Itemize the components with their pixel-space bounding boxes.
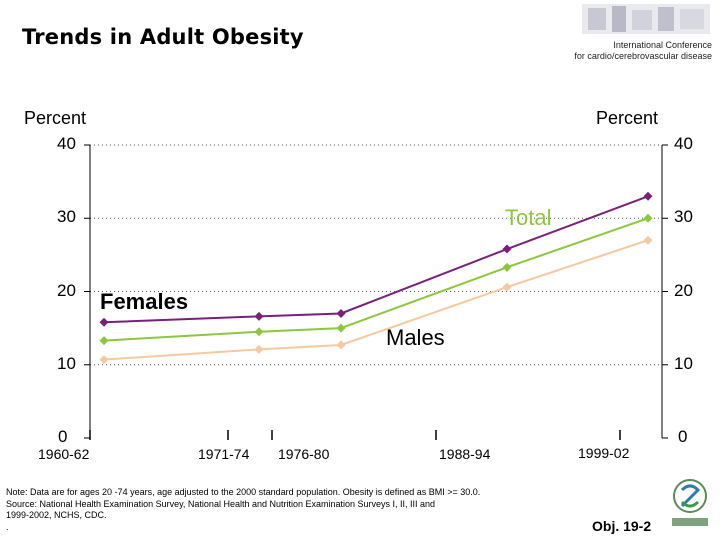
footnote: Note: Data are for ages 20 -74 years, ag… <box>6 487 606 533</box>
x-category-3: 1976-80 <box>278 446 330 462</box>
point-total-4 <box>502 262 512 272</box>
conference-logo-icon <box>582 4 710 34</box>
kcdc-logo-icon <box>672 479 708 526</box>
point-females-3 <box>336 308 346 318</box>
point-males-1 <box>99 355 109 365</box>
point-males-4 <box>502 282 512 292</box>
point-total-2 <box>254 327 264 337</box>
chart-axes <box>84 144 668 440</box>
point-males-2 <box>254 344 264 354</box>
series-line-total <box>103 217 649 342</box>
conference-line-2: for cardio/cerebrovascular disease <box>574 51 712 61</box>
y-left-tick-0: 0 <box>58 427 68 446</box>
y-right-tick-20: 20 <box>674 280 693 300</box>
x-category-2: 1971-74 <box>198 446 250 462</box>
y-right-tick-10: 10 <box>674 353 693 373</box>
x-category-5: 1999-02 <box>578 445 630 461</box>
footnote-line-2: Source: National Health Examination Surv… <box>6 498 436 509</box>
footnote-line-3: 1999-2002, NCHS, CDC. <box>6 510 107 520</box>
conference-line-1: International Conference <box>613 40 712 50</box>
y-left-tick-10: 10 <box>57 353 76 373</box>
point-total-1 <box>99 336 109 346</box>
y-left-tick-30: 30 <box>57 207 76 227</box>
slide-id: Obj. 19-2 <box>592 518 652 534</box>
point-females-5 <box>643 191 653 201</box>
point-females-1 <box>99 317 109 327</box>
point-males-5 <box>643 235 653 245</box>
grid-lines <box>90 144 662 366</box>
footnote-line-4: . <box>6 521 9 532</box>
y-right-label: Percent <box>596 108 659 128</box>
point-total-5 <box>643 213 653 223</box>
point-females-2 <box>254 311 264 321</box>
y-right-tick-30: 30 <box>674 207 693 227</box>
footnote-line-1: Note: Data are for ages 20 -74 years, ag… <box>6 487 481 497</box>
conference-caption: International Conference for cardio/cere… <box>472 40 712 62</box>
y-left-tick-20: 20 <box>57 280 76 300</box>
y-right-tick-0: 0 <box>678 427 688 446</box>
slide-title: Trends in Adult Obesity <box>22 25 304 49</box>
series-label-total: Total <box>505 205 552 230</box>
y-left-label: Percent <box>24 108 87 128</box>
x-category-4: 1988-94 <box>439 446 491 462</box>
point-males-3 <box>336 340 346 350</box>
series-label-females: Females <box>100 289 189 314</box>
y-right-tick-40: 40 <box>674 134 693 153</box>
point-females-4 <box>502 244 512 254</box>
series-group <box>99 191 653 365</box>
series-label-males: Males <box>386 325 445 350</box>
x-category-1: 1960-62 <box>38 446 90 462</box>
y-left-tick-40: 40 <box>57 134 76 153</box>
point-total-3 <box>336 323 346 333</box>
